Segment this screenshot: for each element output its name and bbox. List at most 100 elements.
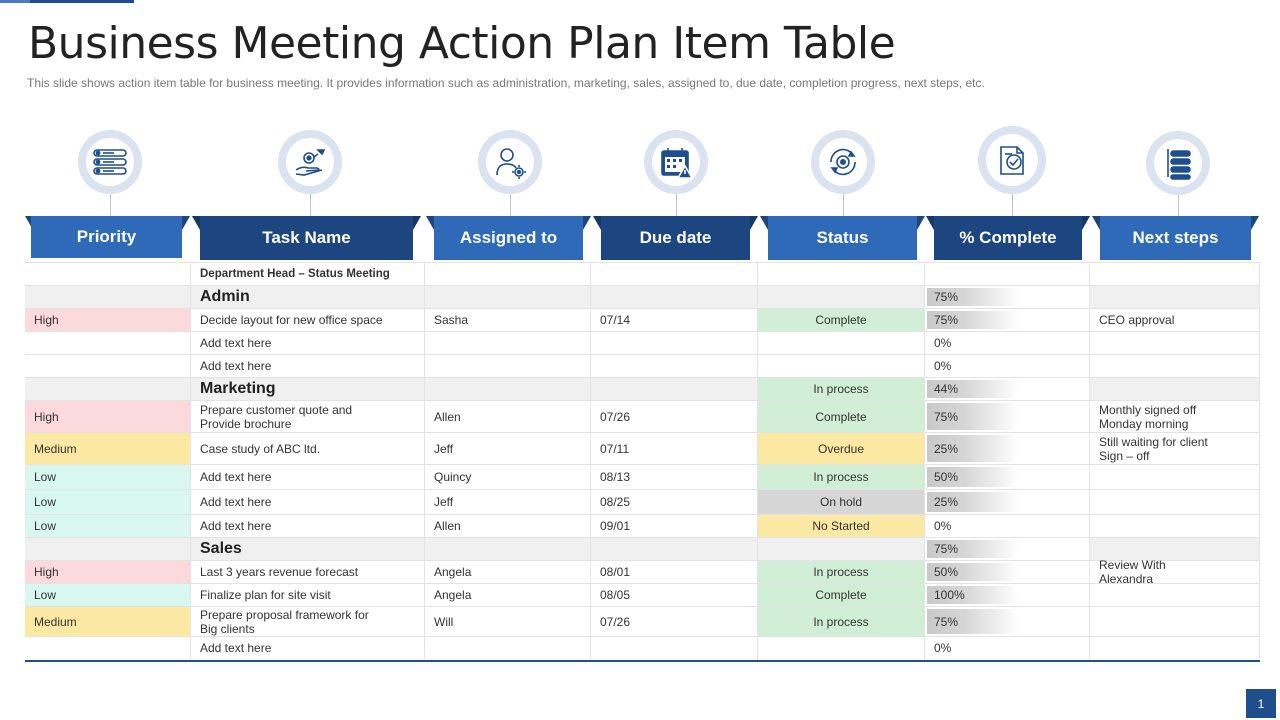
- progress-bar: [927, 467, 1019, 487]
- status-badge: [758, 538, 925, 560]
- assigned-to-cell: [425, 355, 591, 377]
- group-title: Admin: [191, 286, 425, 308]
- priority-cell: [25, 332, 191, 354]
- percent-value: 100%: [934, 588, 965, 602]
- percent-value: 25%: [934, 441, 959, 456]
- percent-value: 50%: [934, 470, 959, 484]
- assigned-to-cell: Quincy: [425, 465, 591, 489]
- next-steps-cell: Monthly signed off Monday morning: [1090, 401, 1260, 432]
- percent-complete-cell: 75%: [925, 286, 1090, 308]
- progress-bar: [927, 435, 1019, 462]
- table-row: Add text here 0%: [25, 331, 1260, 354]
- header-fold: [926, 216, 934, 230]
- progress-bar: [927, 288, 1019, 306]
- empty-cell: [425, 286, 591, 308]
- due-date-cell: 07/26: [591, 607, 758, 636]
- header-percent-complete: % Complete: [934, 216, 1082, 260]
- percent-complete-cell: 100%: [925, 584, 1090, 606]
- status-badge: In process: [758, 378, 925, 400]
- next-steps-cell: CEO approval: [1090, 309, 1260, 331]
- percent-complete-cell: 0%: [925, 637, 1090, 659]
- empty-cell: [425, 263, 591, 285]
- table-row: Low Add text here Allen 09/01 No Started 0%: [25, 514, 1260, 537]
- percent-value: 44%: [934, 382, 959, 396]
- task-name-cell: Decide layout for new office space: [191, 309, 425, 331]
- table-row: High Last 3 years revenue forecast Angela 0…: [25, 558, 1260, 586]
- next-steps-cell: [1090, 637, 1260, 659]
- empty-cell: [591, 378, 758, 400]
- status-badge: [758, 355, 925, 377]
- assigned-to-cell: Jeff: [425, 433, 591, 464]
- task-name-cell: Add text here: [191, 355, 425, 377]
- task-name-cell: Case study of ABC ltd.: [191, 433, 425, 464]
- top-accent-bar: [0, 0, 134, 3]
- priority-cell: High: [25, 309, 191, 331]
- percent-value: 0%: [934, 336, 952, 350]
- task-name-cell: Add text here: [191, 332, 425, 354]
- due-date-cell: 08/25: [591, 490, 758, 514]
- priority-cell: [25, 355, 191, 377]
- assigned-to-cell: Angela: [425, 584, 591, 606]
- table-row: Add text here 0%: [25, 636, 1260, 659]
- assigned-to-cell: Allen: [425, 401, 591, 432]
- percent-complete-cell: 0%: [925, 515, 1090, 537]
- header-fold: [1082, 216, 1090, 230]
- task-hand-icon: [278, 130, 342, 194]
- header-fold: [413, 216, 421, 230]
- header-fold: [1092, 216, 1100, 230]
- next-steps-list-icon: [1146, 131, 1210, 195]
- empty-cell: [1090, 286, 1260, 308]
- header-status: Status: [768, 216, 917, 260]
- percent-value: 0%: [934, 519, 952, 533]
- due-date-cell: [591, 355, 758, 377]
- assigned-to-cell: Will: [425, 607, 591, 636]
- header-fold: [593, 216, 601, 230]
- header-assigned-to: Assigned to: [434, 216, 583, 260]
- task-name-cell: Add text here: [191, 490, 425, 514]
- table-bottom-border: [25, 660, 1260, 662]
- next-steps-cell: [1090, 607, 1260, 636]
- empty-cell: [425, 538, 591, 560]
- status-badge: In process: [758, 607, 925, 636]
- meeting-label-row: Department Head – Status Meeting: [25, 262, 1260, 285]
- status-badge: In process: [758, 561, 925, 583]
- progress-bar: [927, 380, 1019, 398]
- empty-cell: [591, 538, 758, 560]
- next-steps-cell: Still waiting for client Sign – off: [1090, 433, 1260, 464]
- progress-bar: [927, 609, 1019, 634]
- header-due-date: Due date: [601, 216, 750, 260]
- header-next-steps: Next steps: [1100, 216, 1251, 260]
- header-fold: [426, 216, 434, 230]
- assigned-to-cell: Jeff: [425, 490, 591, 514]
- due-date-cell: 07/14: [591, 309, 758, 331]
- header-task-name: Task Name: [200, 216, 413, 260]
- progress-bar: [927, 403, 1019, 430]
- percent-complete-cell: 75%: [925, 607, 1090, 636]
- header-fold: [583, 216, 591, 230]
- progress-bar: [927, 586, 1019, 604]
- status-badge: [758, 637, 925, 659]
- percent-complete-cell: 25%: [925, 433, 1090, 464]
- assigned-to-cell: Angela: [425, 561, 591, 583]
- clipboard-check-icon: [978, 126, 1046, 194]
- empty-cell: [591, 286, 758, 308]
- task-name-cell: Add text here: [191, 637, 425, 659]
- table-row: High Decide layout for new office space Sa…: [25, 308, 1260, 331]
- header-fold: [750, 216, 758, 230]
- priority-list-icon: [78, 130, 142, 194]
- percent-complete-cell: 0%: [925, 355, 1090, 377]
- meeting-label: Department Head – Status Meeting: [191, 263, 425, 285]
- status-badge: [758, 332, 925, 354]
- table-row: Medium Case study of ABC ltd. Jeff 07/11 Ove…: [25, 432, 1260, 464]
- percent-complete-cell: 75%: [925, 401, 1090, 432]
- next-steps-cell: Review With Alexandra: [1090, 558, 1260, 586]
- empty-cell: [25, 538, 191, 560]
- priority-cell: Medium: [25, 433, 191, 464]
- status-badge: Complete: [758, 401, 925, 432]
- priority-cell: Low: [25, 490, 191, 514]
- next-steps-cell: [1090, 490, 1260, 514]
- status-badge: In process: [758, 465, 925, 489]
- next-steps-cell: [1090, 465, 1260, 489]
- header-fold: [1251, 216, 1259, 230]
- header-fold: [25, 216, 33, 230]
